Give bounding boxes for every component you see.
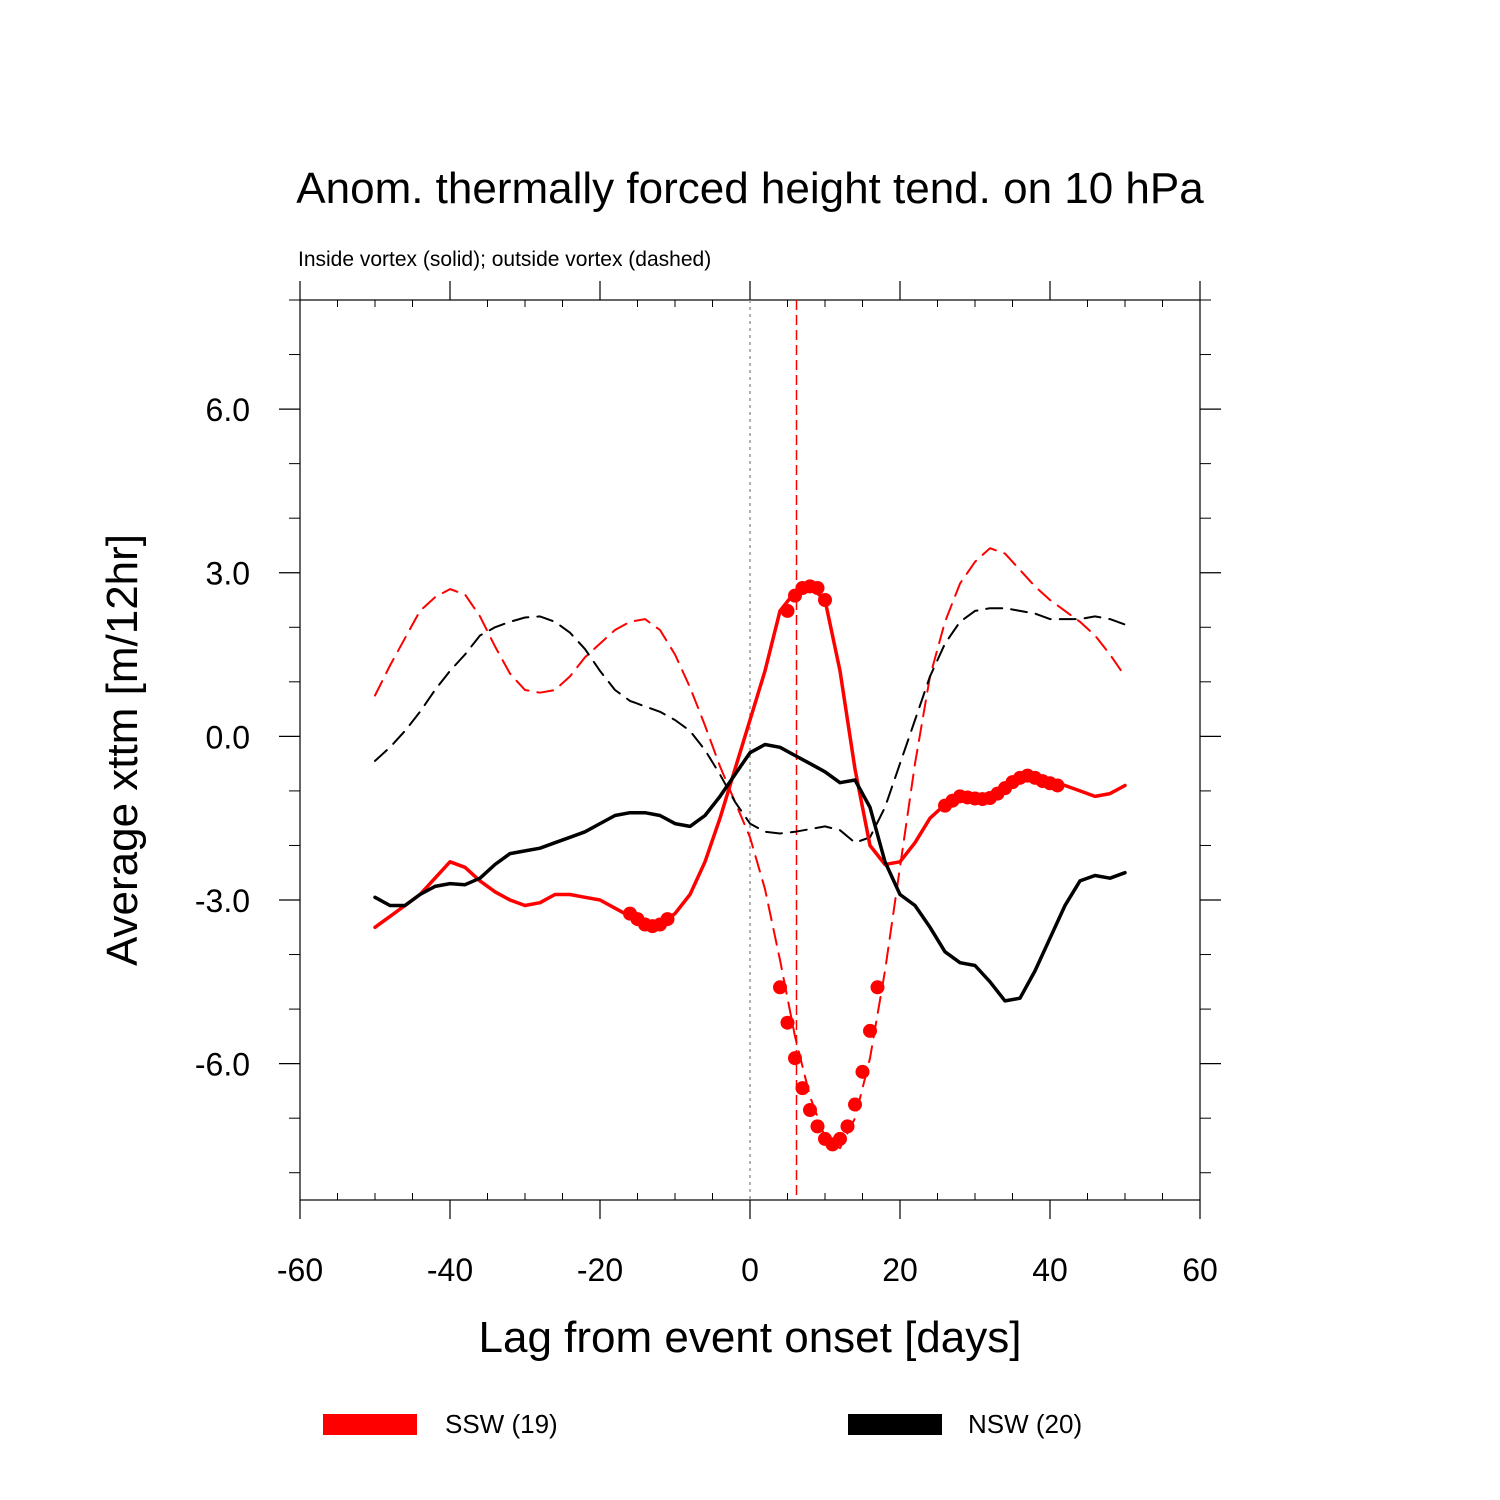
significance-marker: [1050, 778, 1065, 793]
significance-marker: [795, 1081, 810, 1096]
y-axis-label: Average xttm [m/12hr]: [98, 534, 147, 966]
series-line-ssw-19-outside: [374, 547, 1126, 1150]
chart-subtitle: Inside vortex (solid); outside vortex (d…: [298, 248, 711, 271]
x-tick-label: 60: [1182, 1252, 1218, 1288]
x-tick-label: -60: [277, 1252, 323, 1288]
x-tick-label: -20: [577, 1252, 623, 1288]
legend-label-nsw: NSW (20): [968, 1409, 1082, 1439]
significance-marker: [788, 1051, 802, 1066]
legend: SSW (19) NSW (20): [323, 1409, 1082, 1439]
x-tick-label: 20: [882, 1252, 918, 1288]
x-axis-label: Lag from event onset [days]: [479, 1313, 1022, 1362]
series-line-nsw-20-outside: [374, 607, 1126, 844]
x-tick-label: 40: [1032, 1252, 1068, 1288]
reference-lines: [749, 300, 798, 1200]
significance-marker: [803, 1103, 817, 1117]
axis-ticks: -60 -40 -20 0 20 40 60 -6.0 -3.0 0.0 3.0 6.0: [195, 281, 1221, 1288]
legend-swatch-nsw: [848, 1414, 942, 1435]
x-tick-label: 0: [741, 1252, 759, 1288]
significance-marker: [780, 603, 795, 618]
y-tick-label: 6.0: [206, 392, 250, 428]
series-layer: [373, 547, 1127, 1152]
significance-marker: [848, 1097, 862, 1112]
significance-marker: [818, 593, 832, 607]
significance-marker: [773, 980, 787, 995]
significance-marker: [833, 1131, 847, 1146]
significance-marker: [660, 912, 675, 927]
y-tick-label: -3.0: [195, 883, 250, 919]
y-tick-label: 0.0: [206, 719, 250, 755]
series-line-nsw-20: [373, 742, 1127, 1003]
significance-marker: [780, 1015, 795, 1030]
legend-label-ssw: SSW (19): [445, 1409, 558, 1439]
x-tick-label: -40: [427, 1252, 473, 1288]
significance-marker: [810, 1119, 825, 1134]
significance-marker: [863, 1023, 877, 1038]
significance-marker: [810, 581, 825, 595]
y-tick-label: -6.0: [195, 1047, 250, 1083]
legend-swatch-ssw: [323, 1414, 417, 1435]
y-tick-label: 3.0: [206, 556, 250, 592]
significance-marker: [870, 980, 885, 995]
chart-title: Anom. thermally forced height tend. on 1…: [296, 164, 1204, 213]
significance-marker: [840, 1119, 855, 1134]
significance-marker: [855, 1064, 870, 1079]
